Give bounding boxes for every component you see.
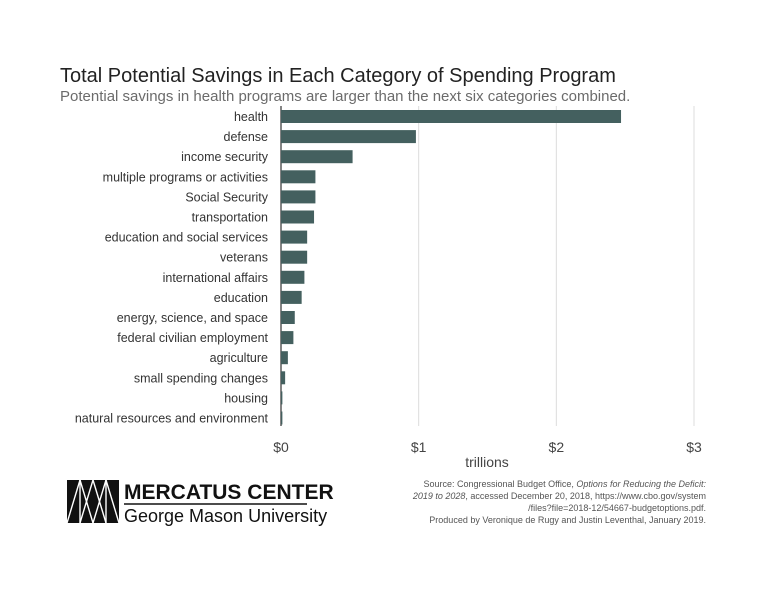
x-tick-label: $3 <box>686 439 702 455</box>
x-axis-label: trillions <box>465 454 509 470</box>
bar-veterans <box>281 250 308 264</box>
bar-transportation <box>281 210 315 224</box>
category-label: international affairs <box>163 271 268 285</box>
source-line-4: Produced by Veronique de Rugy and Justin… <box>429 515 706 525</box>
x-tick-label: $0 <box>273 439 289 455</box>
bar-social-security <box>281 190 316 204</box>
bar-education <box>281 290 302 304</box>
category-label: agriculture <box>210 351 268 365</box>
bar-energy-science-and-space <box>281 311 295 324</box>
category-label: Social Security <box>185 190 268 204</box>
source-note: Source: Congressional Budget Office, Opt… <box>412 479 707 525</box>
category-label: federal civilian employment <box>117 331 268 345</box>
category-label: transportation <box>192 211 268 225</box>
source-line-1: Source: Congressional Budget Office, Opt… <box>424 479 707 489</box>
category-label: income security <box>181 150 269 164</box>
bar-housing <box>281 391 283 405</box>
logo-name: MERCATUS CENTER <box>124 481 334 504</box>
source-line-3: /files?file=2018-12/54667-budgetoptions.… <box>528 503 706 513</box>
bar-income-security <box>281 150 353 164</box>
category-label: health <box>234 110 268 124</box>
bars <box>281 110 622 425</box>
category-label: education and social services <box>105 231 268 245</box>
mercatus-logo: MERCATUS CENTER George Mason University <box>66 479 334 526</box>
logo-university: George Mason University <box>124 506 327 526</box>
category-label: multiple programs or activities <box>103 170 268 184</box>
logo-mark-lines <box>66 479 120 524</box>
x-tick-labels: $0 $1 $2 $3 <box>273 439 702 455</box>
bar-agriculture <box>281 351 288 365</box>
category-label: energy, science, and space <box>117 311 268 325</box>
x-tick-label: $2 <box>549 439 565 455</box>
bar-federal-civilian-employment <box>281 331 294 345</box>
x-tick-label: $1 <box>411 439 427 455</box>
bar-natural-resources-and-environment <box>281 411 283 425</box>
source-line-2: 2019 to 2028, accessed December 20, 2018… <box>412 491 706 501</box>
bar-education-and-social-services <box>281 230 308 244</box>
bar-multiple-programs-or-activities <box>281 170 316 184</box>
category-label: defense <box>224 130 269 144</box>
bar-small-spending-changes <box>281 371 286 385</box>
logo-mark <box>67 480 119 523</box>
category-label: veterans <box>220 251 268 265</box>
category-label: housing <box>224 391 268 405</box>
bar-defense <box>281 130 416 144</box>
category-label: small spending changes <box>134 371 268 385</box>
bar-international-affairs <box>281 270 305 284</box>
category-label: natural resources and environment <box>75 412 269 426</box>
category-labels: health defense income security multiple pro… <box>75 110 269 426</box>
chart-title: Total Potential Savings in Each Category… <box>60 65 616 87</box>
chart-subtitle: Potential savings in health programs are… <box>60 88 630 105</box>
category-label: education <box>214 291 268 305</box>
bar-health <box>281 110 622 123</box>
